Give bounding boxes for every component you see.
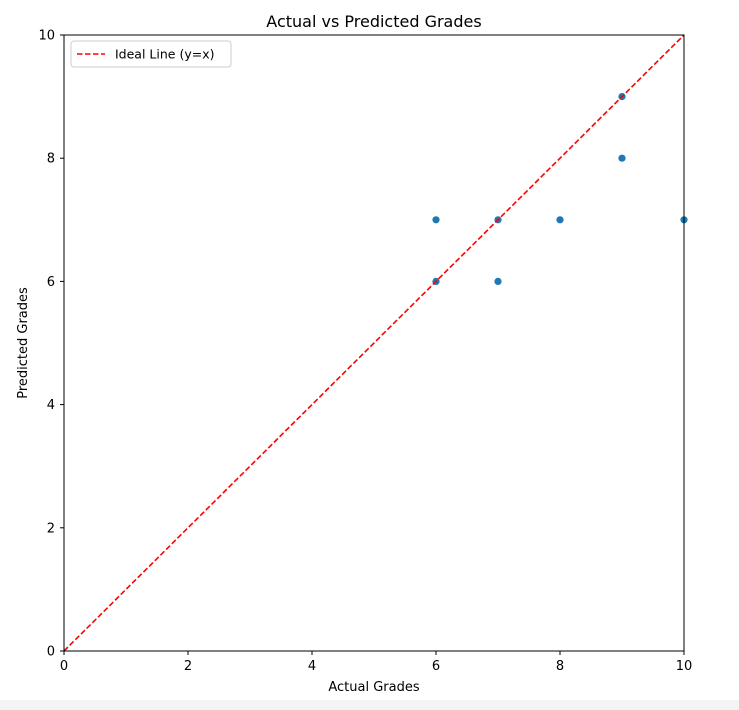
chart-title: Actual vs Predicted Grades	[266, 12, 481, 31]
legend: Ideal Line (y=x)	[70, 40, 232, 68]
x-axis-label: Actual Grades	[328, 680, 419, 695]
data-point	[618, 154, 626, 162]
y-tick-label: 10	[38, 29, 55, 44]
x-tick-label: 0	[60, 659, 68, 674]
x-axis: 0 2 4 6 8 10	[60, 651, 692, 674]
y-tick-label: 2	[47, 521, 55, 536]
data-point	[432, 216, 440, 224]
ideal-line	[63, 34, 685, 652]
data-point	[494, 277, 502, 285]
y-tick-label: 0	[47, 645, 55, 660]
y-axis: 0 2 4 6 8 10	[38, 29, 64, 660]
x-tick-label: 6	[432, 659, 440, 674]
y-tick-label: 8	[47, 152, 55, 167]
plot-area	[63, 34, 688, 652]
y-tick-label: 6	[47, 275, 55, 290]
legend-label-ideal-line: Ideal Line (y=x)	[115, 47, 214, 62]
x-tick-label: 4	[308, 659, 316, 674]
y-tick-label: 4	[47, 398, 55, 413]
plot-frame	[63, 34, 685, 652]
x-tick-label: 10	[676, 659, 693, 674]
data-point	[556, 216, 564, 224]
window-bottom-strip	[0, 700, 739, 710]
x-tick-label: 2	[184, 659, 192, 674]
x-tick-label: 8	[556, 659, 564, 674]
legend-box	[70, 40, 232, 68]
y-axis-label: Predicted Grades	[16, 287, 31, 399]
